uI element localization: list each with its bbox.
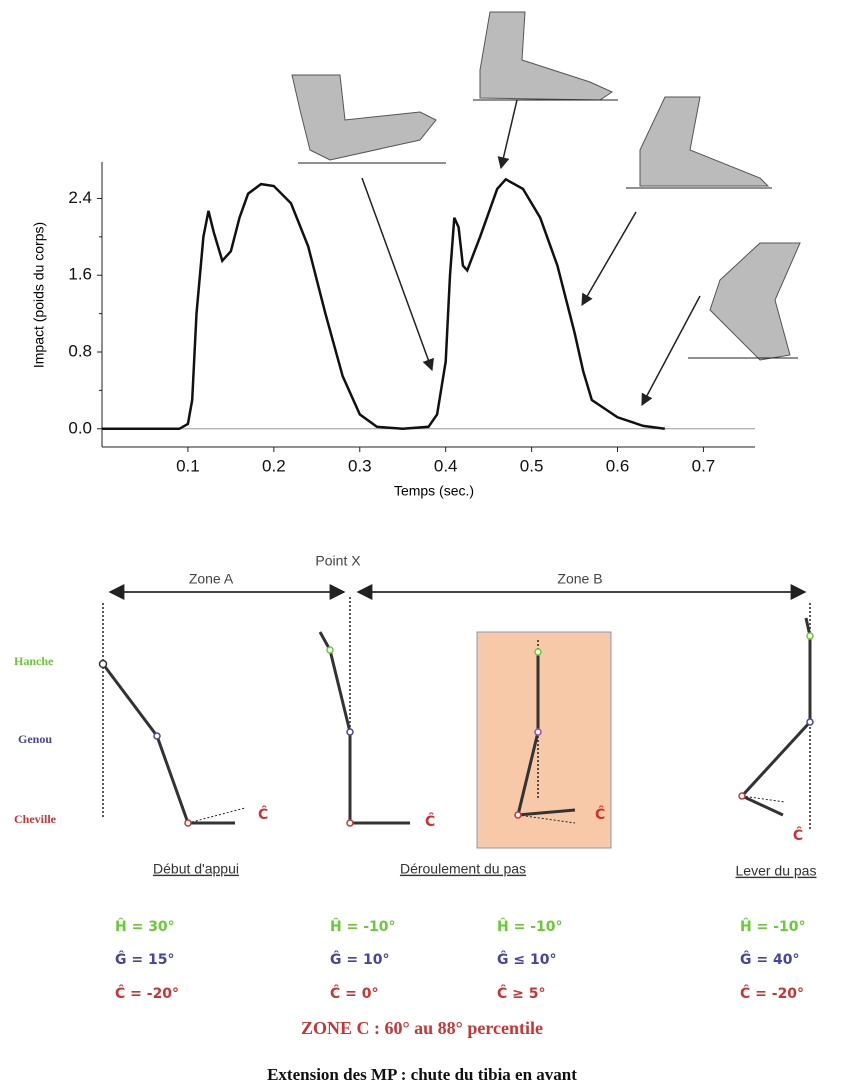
x-tick-label: 0.3 <box>348 456 372 475</box>
angle-value: Ĥ = -10° <box>740 918 806 935</box>
phase-label: Lever du pas <box>736 863 817 879</box>
zone-c: ZONE C : 60° au 88° percentile <box>301 1018 543 1038</box>
x-tick-label: 0.4 <box>434 456 458 475</box>
zone-label: Zone A <box>189 571 234 587</box>
phase-label: Début d'appui <box>153 861 239 877</box>
phase-label: Déroulement du pas <box>400 861 526 877</box>
angle-value: Ĝ = 15° <box>115 950 174 968</box>
angle-value: Ĥ = -10° <box>497 918 563 935</box>
y-axis-label: Impact (poids du corps) <box>31 222 47 368</box>
point-label: Point X <box>315 553 361 569</box>
x-tick-label: 0.5 <box>520 456 544 475</box>
angle-mark: Ĉ <box>793 826 803 844</box>
joint-label: Genou <box>18 732 52 746</box>
angle-value: Ĉ = -20° <box>115 984 179 1002</box>
angle-value: Ĥ = -10° <box>330 918 396 935</box>
caption: Extension des MP : chute du tibia en ava… <box>267 1065 577 1084</box>
x-tick-label: 0.2 <box>262 456 286 475</box>
angle-value: Ĝ = 10° <box>330 950 389 968</box>
figure: Impact (poids du corps) Temps (sec.) Poi… <box>0 0 845 1090</box>
angle-value: Ĉ = -20° <box>740 984 804 1002</box>
joints <box>100 633 814 826</box>
angle-value: Ĝ = 40° <box>740 950 799 968</box>
y-tick-label: 0.8 <box>68 341 92 360</box>
angle-mark: Ĉ <box>595 805 605 823</box>
angle-mark: Ĉ <box>258 805 268 823</box>
joint-label: Cheville <box>14 812 57 826</box>
reference-lines <box>103 597 810 830</box>
stick-figures <box>103 618 810 823</box>
y-tick-label: 2.4 <box>68 188 92 207</box>
y-tick-label: 0.0 <box>68 418 92 437</box>
angle-value: Ĉ ≥ 5° <box>497 984 546 1002</box>
x-tick-label: 0.1 <box>176 456 200 475</box>
x-tick-label: 0.7 <box>692 456 716 475</box>
y-tick-label: 1.6 <box>68 265 92 284</box>
angle-value: Ĉ = 0° <box>330 984 379 1002</box>
angle-value: Ĥ = 30° <box>115 918 175 935</box>
zone-label: Zone B <box>557 571 602 587</box>
angle-table: Ĥ = 30° Ĝ = 15° Ĉ = -20° Ĥ = -10° Ĝ = 10° Ĉ =… <box>115 918 806 1002</box>
joint-label: Hanche <box>14 654 54 668</box>
x-tick-label: 0.6 <box>606 456 630 475</box>
angle-mark: Ĉ <box>425 812 435 830</box>
diagram: Point X Zone A Zone B Hanche Genou Chevi… <box>14 553 816 1084</box>
data-line <box>102 179 665 428</box>
highlight-box <box>477 632 611 848</box>
x-axis-label: Temps (sec.) <box>394 483 474 499</box>
foot-illustrations <box>292 12 800 360</box>
angle-value: Ĝ ≤ 10° <box>497 950 556 968</box>
